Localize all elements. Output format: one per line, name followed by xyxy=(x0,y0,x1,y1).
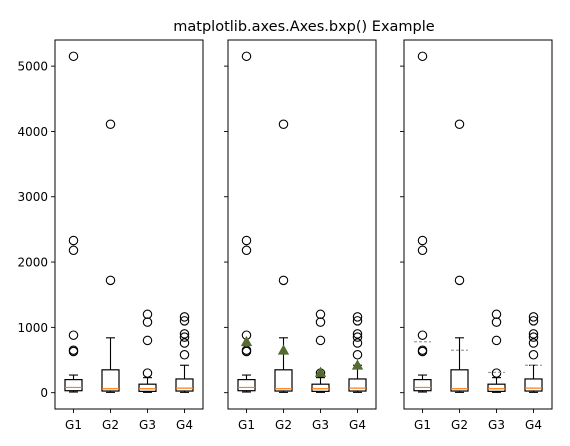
flier-point xyxy=(352,329,363,339)
axes-frame xyxy=(54,39,204,410)
flier-point xyxy=(68,51,79,62)
xtick-label: G4 xyxy=(349,418,366,432)
flier-point xyxy=(241,245,252,256)
flier-point xyxy=(352,316,363,326)
flier-point xyxy=(417,245,428,256)
flier-point xyxy=(142,317,153,327)
flier-point xyxy=(179,338,190,348)
mean-marker xyxy=(277,344,290,355)
ytick-label: 5000 xyxy=(17,60,48,74)
flier-point xyxy=(417,235,428,246)
box xyxy=(64,379,83,392)
flier-point xyxy=(68,235,79,246)
box xyxy=(450,369,469,392)
mean-marker xyxy=(240,335,253,347)
flier-point xyxy=(417,346,428,357)
flier-point xyxy=(528,338,539,348)
xtick-label: G3 xyxy=(488,418,505,432)
flier-point xyxy=(491,335,502,346)
flier-point xyxy=(68,245,79,256)
flier-point xyxy=(241,235,252,246)
xtick-label: G3 xyxy=(139,418,156,432)
xtick-label: G4 xyxy=(525,418,542,432)
flier-point xyxy=(315,309,326,320)
flier-point xyxy=(241,51,252,62)
ytick-label: 2000 xyxy=(17,256,48,270)
panel-right: G1 G2 G3 G4 xyxy=(400,39,553,432)
flier-point xyxy=(528,350,539,360)
flier-point xyxy=(352,338,363,348)
flier-point xyxy=(491,368,502,378)
xtick-label: G4 xyxy=(176,418,193,432)
xtick-label: G3 xyxy=(312,418,329,432)
box xyxy=(138,383,157,392)
xtick-label: G2 xyxy=(275,418,292,432)
xtick-label: G2 xyxy=(451,418,468,432)
box xyxy=(524,378,543,392)
flier-point xyxy=(179,316,190,326)
flier-point xyxy=(454,275,465,286)
flier-point xyxy=(454,119,465,129)
ytick-label: 0 xyxy=(40,386,48,400)
flier-point xyxy=(528,332,539,342)
xtick-label: G1 xyxy=(65,418,82,432)
ytick-label: 3000 xyxy=(17,190,48,204)
panel-left: 0 1000 2000 3000 4000 5000 G1 G2 G3 G4 xyxy=(17,39,204,432)
xtick-label: G2 xyxy=(102,418,119,432)
flier-point xyxy=(352,312,363,322)
flier-point xyxy=(68,330,79,340)
panel-middle: G1 G2 G3 G4 xyxy=(224,39,377,432)
flier-point xyxy=(241,346,252,357)
mean-marker xyxy=(314,366,327,377)
xtick-label: G1 xyxy=(238,418,255,432)
flier-point xyxy=(315,317,326,327)
figure-title: matplotlib.axes.Axes.bxp() Example xyxy=(173,19,434,35)
flier-point xyxy=(142,309,153,320)
box xyxy=(487,383,506,392)
flier-point xyxy=(179,350,190,360)
box xyxy=(413,379,432,392)
flier-point xyxy=(278,119,289,129)
box xyxy=(101,369,120,392)
flier-point xyxy=(179,329,190,339)
flier-point xyxy=(142,335,153,346)
flier-point xyxy=(491,317,502,327)
mean-marker xyxy=(351,359,364,370)
flier-point xyxy=(105,275,116,286)
flier-point xyxy=(179,332,190,342)
box xyxy=(311,383,330,392)
flier-point xyxy=(528,312,539,322)
axes-frame xyxy=(227,39,377,410)
box xyxy=(237,379,256,392)
flier-point xyxy=(105,119,116,129)
flier-point xyxy=(68,346,79,357)
flier-point xyxy=(528,316,539,326)
box xyxy=(274,369,293,392)
flier-point xyxy=(528,329,539,339)
flier-point xyxy=(142,368,153,378)
box xyxy=(348,378,367,392)
flier-point xyxy=(417,330,428,340)
box xyxy=(175,378,194,392)
flier-point xyxy=(278,275,289,286)
axes-frame xyxy=(403,39,553,410)
flier-point xyxy=(179,312,190,322)
flier-point xyxy=(352,332,363,342)
ytick-label: 1000 xyxy=(17,321,48,335)
flier-point xyxy=(315,335,326,346)
flier-point xyxy=(352,350,363,360)
ytick-label: 4000 xyxy=(17,125,48,139)
flier-point xyxy=(491,309,502,320)
flier-point xyxy=(417,51,428,62)
xtick-label: G1 xyxy=(414,418,431,432)
